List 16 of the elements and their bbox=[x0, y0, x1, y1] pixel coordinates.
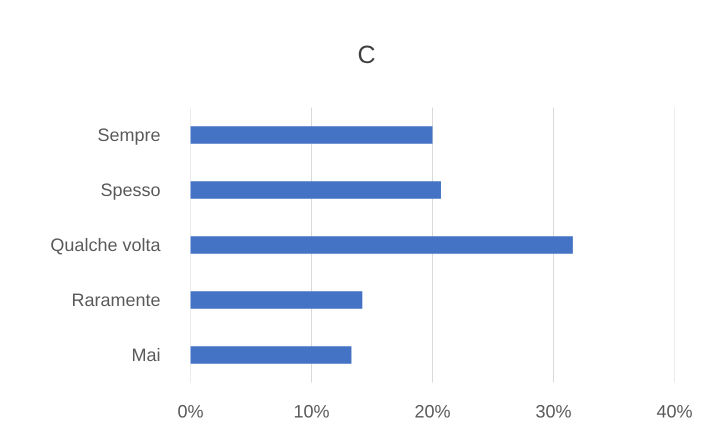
bar bbox=[190, 346, 352, 364]
x-tick-label: 0% bbox=[177, 402, 204, 422]
x-tick-label: 40% bbox=[656, 402, 693, 422]
bar bbox=[190, 236, 573, 254]
bar bbox=[190, 181, 441, 199]
y-tick-label: Sempre bbox=[97, 125, 161, 145]
y-tick-label: Spesso bbox=[100, 180, 161, 200]
bar bbox=[190, 291, 362, 309]
x-tick-label: 10% bbox=[293, 402, 330, 422]
chart-title: C bbox=[358, 41, 376, 69]
x-tick-label: 20% bbox=[414, 402, 451, 422]
x-tick-label: 30% bbox=[535, 402, 572, 422]
y-tick-label: Raramente bbox=[71, 290, 161, 310]
bar bbox=[190, 126, 432, 144]
y-tick-label: Mai bbox=[131, 345, 161, 365]
y-tick-label: Qualche volta bbox=[50, 235, 162, 255]
